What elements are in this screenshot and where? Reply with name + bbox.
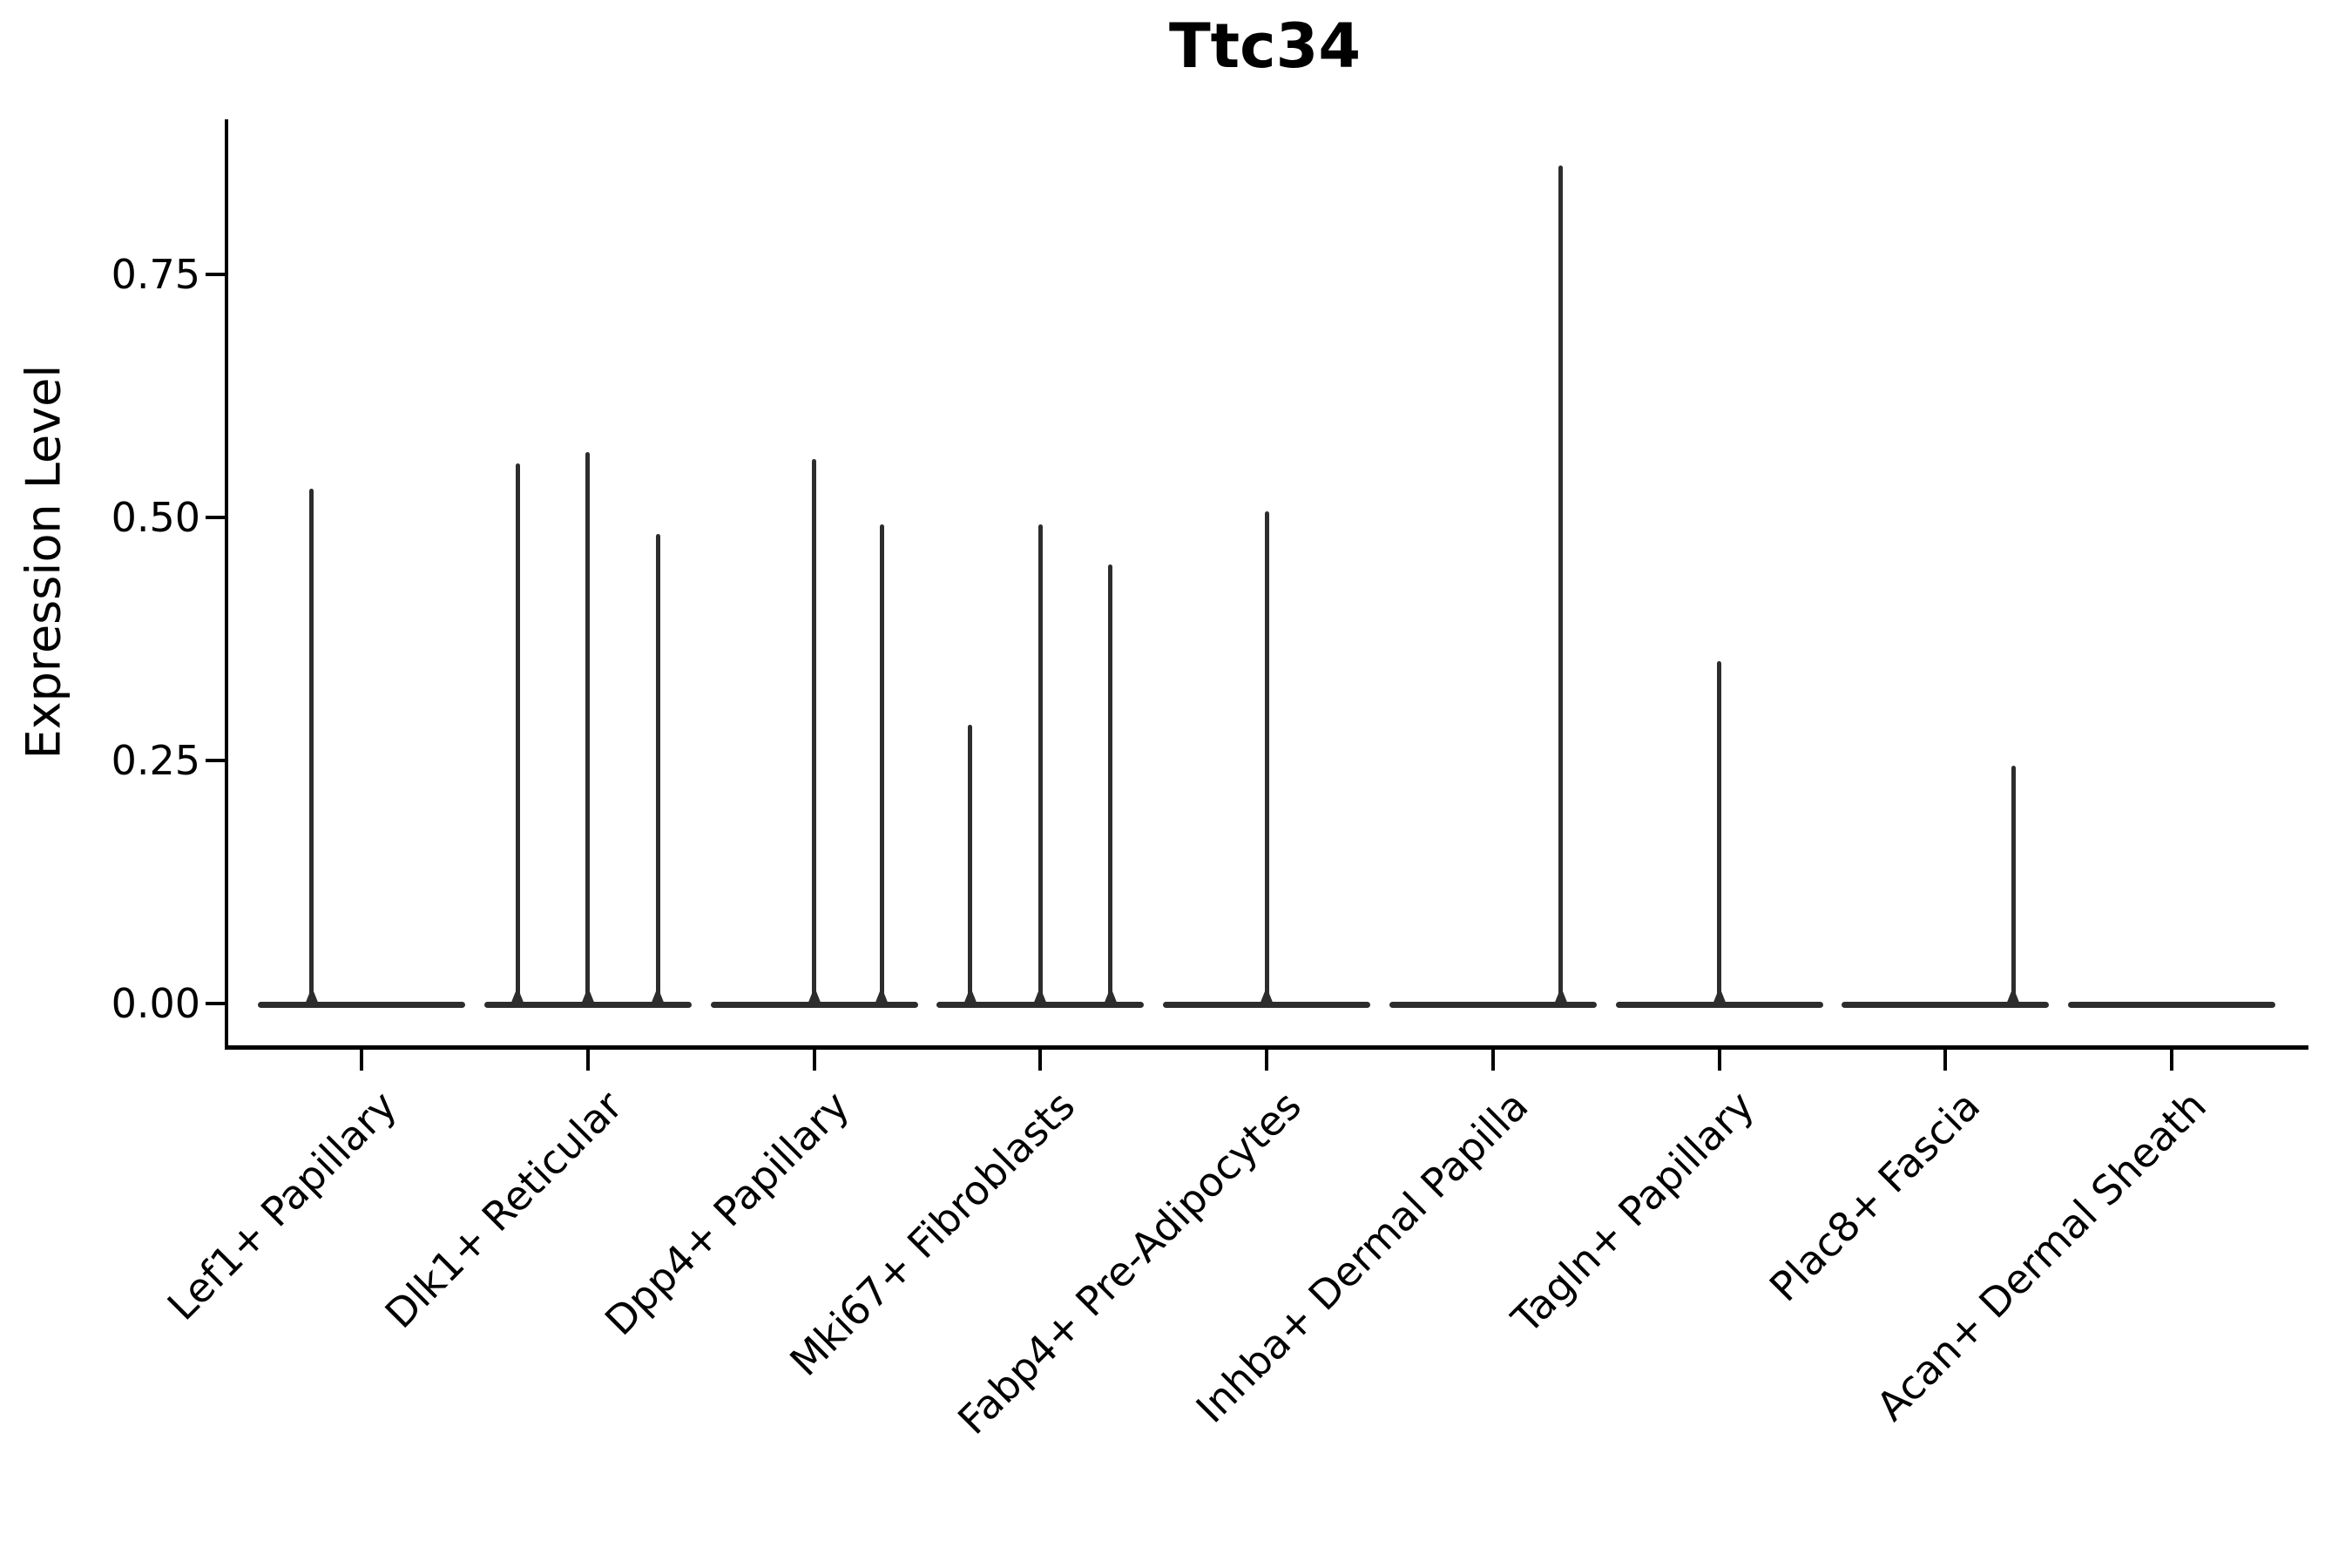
violin-spike-base <box>1553 987 1568 1004</box>
violin-baseline <box>1389 1002 1597 1008</box>
x-tick-label: Dlk1+ Reticular <box>375 1082 632 1338</box>
violin-spike-base <box>807 987 821 1004</box>
chart-title: Ttc34 <box>1168 10 1362 82</box>
y-tick-mark <box>206 516 225 519</box>
violin-spike-base <box>1103 987 1118 1004</box>
y-axis-line <box>225 119 228 1050</box>
violin-spike <box>968 724 973 1007</box>
y-tick-label: 0.25 <box>111 737 200 784</box>
violin-spike-base <box>1712 987 1727 1004</box>
x-tick-label: Dpp4+ Papillary <box>595 1082 858 1345</box>
violin-baseline <box>258 1002 465 1008</box>
x-tick-mark <box>1038 1050 1043 1071</box>
violin-spike <box>1037 524 1043 1007</box>
y-tick-mark <box>206 1002 225 1005</box>
violin-spike-base <box>963 987 977 1004</box>
violin-spike-base <box>875 987 889 1004</box>
violin-spike-base <box>1260 987 1274 1004</box>
violin-spike-base <box>580 987 595 1004</box>
y-tick-label: 0.50 <box>111 494 200 541</box>
violin-spike <box>1108 564 1113 1007</box>
violin-spike <box>1717 661 1721 1007</box>
x-tick-label: Tagln+ Papillary <box>1502 1082 1763 1342</box>
violin-spike <box>655 533 660 1007</box>
violin-spike-base <box>1033 987 1048 1004</box>
violin-spike <box>309 488 314 1007</box>
violin-spike-base <box>651 987 666 1004</box>
y-tick-label: 0.75 <box>111 251 200 298</box>
x-tick-mark <box>1265 1050 1268 1071</box>
violin-baseline <box>2068 1002 2275 1008</box>
violin-spike-base <box>510 987 525 1004</box>
violin-spike <box>812 459 816 1007</box>
x-tick-mark <box>1490 1050 1495 1071</box>
x-tick-mark <box>2170 1050 2173 1071</box>
y-axis-title: Expression Level <box>16 364 71 760</box>
y-tick-mark <box>206 759 225 762</box>
y-tick-mark <box>206 273 225 276</box>
violin-spike <box>1264 511 1269 1007</box>
violin-spike-base <box>304 987 319 1004</box>
x-tick-mark <box>585 1050 590 1071</box>
y-tick-label: 0.00 <box>111 980 200 1027</box>
violin-spike <box>879 524 884 1007</box>
violin-baseline <box>1842 1002 2050 1008</box>
x-tick-mark <box>1943 1050 1948 1071</box>
violin-spike-base <box>2006 987 2021 1004</box>
x-tick-label: Lef1+ Papillary <box>158 1082 406 1329</box>
x-tick-mark <box>1717 1050 1721 1071</box>
x-tick-mark <box>360 1050 363 1071</box>
x-tick-label: Plac8+ Fascia <box>1761 1082 1990 1311</box>
violin-spike <box>1558 166 1564 1007</box>
violin-spike <box>2011 765 2016 1007</box>
violin-spike <box>585 452 591 1007</box>
x-tick-mark <box>812 1050 816 1071</box>
violin-spike <box>515 463 520 1007</box>
x-axis-line <box>225 1045 2308 1050</box>
